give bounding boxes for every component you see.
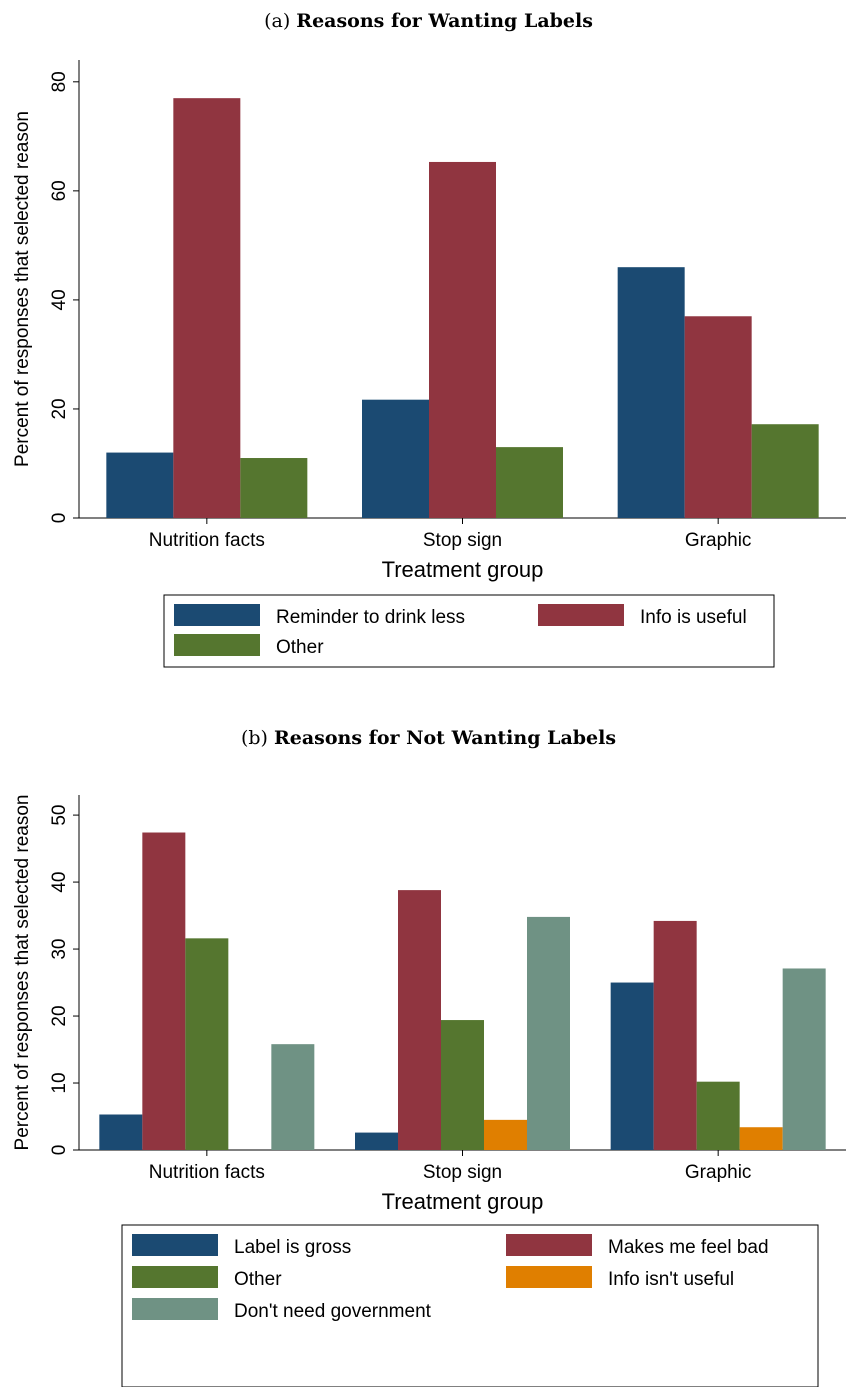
chart-a-legend-label: Other — [276, 637, 324, 658]
chart-a-xtick-label: Stop sign — [423, 530, 502, 551]
chart-a: 0 20 40 60 80 Percent of responses that selec… — [12, 60, 846, 668]
chart-b-bar — [653, 920, 697, 1150]
chart-b-legend-swatch — [132, 1266, 218, 1288]
chart-b-legend-label: Don't need government — [234, 1301, 432, 1322]
chart-b-bar — [696, 1081, 740, 1150]
chart-b-xtick-label: Graphic — [685, 1162, 752, 1183]
chart-a-ytick-label: 20 — [49, 398, 70, 419]
chart-b-x-axis-label: Treatment group — [382, 1189, 544, 1214]
chart-a-bar — [362, 399, 429, 518]
chart-b-bar — [441, 1020, 484, 1150]
chart-b-legend-swatch — [132, 1298, 218, 1320]
chart-a-x-axis-label: Treatment group — [382, 557, 544, 582]
chart-b-legend-label: Info isn't useful — [608, 1269, 734, 1290]
chart-b-bar — [782, 968, 826, 1150]
chart-a-legend-label: Reminder to drink less — [276, 607, 465, 628]
chart-b-bar — [355, 1132, 398, 1150]
chart-a-ytick-label: 40 — [49, 289, 70, 310]
panel-a-title-text: Reasons for Wanting Labels — [296, 10, 593, 32]
chart-a-bar — [496, 447, 563, 518]
chart-a-y-axis-label: Percent of responses that selected reaso… — [12, 111, 33, 467]
chart-a-ytick-label: 0 — [49, 513, 70, 524]
chart-b-ytick-label: 10 — [49, 1072, 70, 1093]
chart-b-bar — [142, 832, 186, 1150]
chart-a-legend-swatch — [174, 604, 260, 626]
chart-b-legend-label: Other — [234, 1269, 282, 1290]
panel-b-prefix: (b) — [240, 727, 268, 749]
chart-b-ytick-label: 0 — [49, 1145, 70, 1156]
chart-b-legend-label: Label is gross — [234, 1237, 351, 1258]
chart-b-legend-label: Makes me feel bad — [608, 1237, 769, 1258]
chart-b-ytick-label: 50 — [49, 805, 70, 826]
chart-a-bar — [106, 452, 174, 518]
chart-a-bar — [684, 316, 752, 518]
chart-b-legend-swatch — [506, 1234, 592, 1256]
chart-a-bar — [751, 424, 819, 518]
chart-b-bar — [484, 1119, 527, 1150]
chart-a-legend-swatch — [538, 604, 624, 626]
chart-b-bar — [271, 1044, 315, 1150]
chart-a-ytick-label: 60 — [49, 180, 70, 201]
chart-b-y-axis-label: Percent of responses that selected reaso… — [12, 795, 33, 1151]
chart-b-xtick-label: Nutrition facts — [149, 1162, 265, 1183]
chart-b-legend-box — [121, 1224, 819, 1387]
chart-a-xtick-label: Graphic — [685, 530, 752, 551]
chart-b-bar — [99, 1114, 143, 1150]
chart-a-bar — [240, 458, 308, 518]
chart-b-bar — [185, 938, 229, 1150]
chart-b-ytick-label: 30 — [49, 938, 70, 959]
chart-a-xtick-label: Nutrition facts — [149, 530, 265, 551]
chart-b-ytick-label: 40 — [49, 872, 70, 893]
chart-b-ytick-label: 20 — [49, 1005, 70, 1026]
chart-b-bar — [739, 1127, 783, 1150]
panel-a-prefix: (a) — [264, 10, 291, 32]
chart-a-bar — [617, 267, 685, 518]
chart-b-bar — [527, 916, 570, 1150]
chart-a-legend-box — [163, 594, 775, 668]
chart-a-ytick-label: 80 — [49, 71, 70, 92]
panel-a-title: (a) Reasons for Wanting Labels — [0, 10, 857, 32]
chart-a-bar — [429, 161, 496, 518]
chart-b-xtick-label: Stop sign — [423, 1162, 502, 1183]
chart-a-legend-swatch — [174, 634, 260, 656]
chart-a-bar — [173, 98, 241, 518]
chart-a-legend-label: Info is useful — [640, 607, 747, 628]
chart-b-bar — [610, 982, 654, 1150]
chart-b-legend-swatch — [506, 1266, 592, 1288]
panel-b-title-text: Reasons for Not Wanting Labels — [273, 727, 617, 749]
chart-b-legend-swatch — [132, 1234, 218, 1256]
chart-b: 0 10 20 30 40 50 Percent of responses that sel… — [12, 795, 846, 1387]
chart-b-bar — [398, 890, 441, 1150]
panel-b-title: (b) Reasons for Not Wanting Labels — [0, 727, 857, 749]
